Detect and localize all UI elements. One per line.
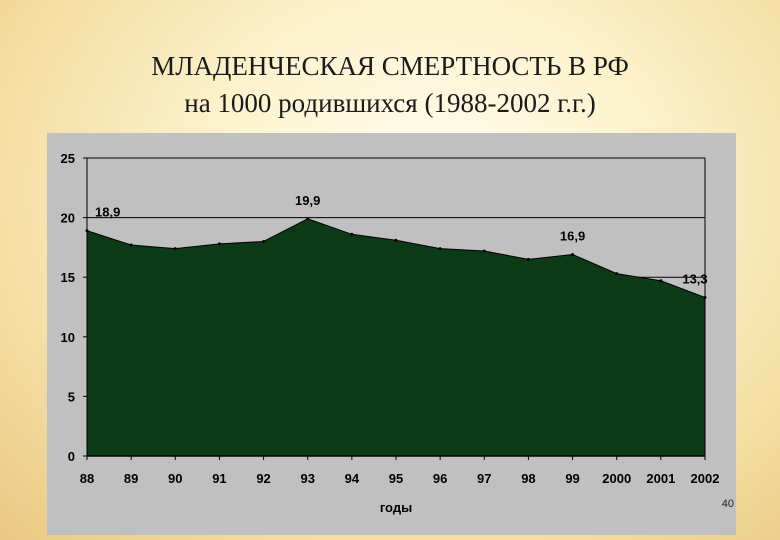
y-tick-label: 25 xyxy=(61,151,75,166)
slide-title: МЛАДЕНЧЕСКАЯ СМЕРТНОСТЬ В РФ на 1000 род… xyxy=(0,48,780,122)
data-point-2000 xyxy=(615,272,619,276)
data-point-95 xyxy=(394,238,398,242)
x-tick-label: 91 xyxy=(212,471,226,486)
data-label: 19,9 xyxy=(295,193,320,208)
data-point-94 xyxy=(350,232,354,236)
data-point-89 xyxy=(129,243,133,247)
y-tick-label: 10 xyxy=(61,330,75,345)
y-tick-label: 0 xyxy=(68,449,75,464)
y-tick-label: 20 xyxy=(61,211,75,226)
slide-title-line1: МЛАДЕНЧЕСКАЯ СМЕРТНОСТЬ В РФ xyxy=(151,51,629,81)
x-tick-label: 88 xyxy=(80,471,94,486)
x-tick-label: 89 xyxy=(124,471,138,486)
data-point-93 xyxy=(306,217,310,221)
area-chart: 0 5 10 15 20 25 88 89 90 91 92 93 94 95 96 97 98 99 2000 20… xyxy=(61,151,720,515)
x-tick-label: 2001 xyxy=(646,471,675,486)
x-tick-label: 95 xyxy=(389,471,403,486)
data-point-96 xyxy=(438,247,442,251)
x-tick-label: 90 xyxy=(168,471,182,486)
data-point-2001 xyxy=(659,279,663,283)
area-series xyxy=(86,218,706,457)
data-point-92 xyxy=(262,239,266,243)
x-tick-label: 98 xyxy=(521,471,535,486)
x-tick-label: 96 xyxy=(433,471,447,486)
x-tick-label: 97 xyxy=(477,471,491,486)
x-tick-label: 99 xyxy=(565,471,579,486)
data-label: 16,9 xyxy=(560,229,585,244)
data-label: 18,9 xyxy=(95,205,120,220)
data-point-90 xyxy=(173,247,177,251)
y-tick-label: 5 xyxy=(68,389,75,404)
data-point-98 xyxy=(526,257,530,261)
x-tick-label: 2002 xyxy=(691,471,720,486)
data-point-99 xyxy=(571,253,575,257)
data-label: 13,3 xyxy=(682,271,707,286)
slide-title-line2: на 1000 родившихся (1988-2002 г.г.) xyxy=(184,88,596,118)
x-tick-label: 94 xyxy=(345,471,360,486)
x-tick-label: 2000 xyxy=(602,471,631,486)
x-tick-label: 93 xyxy=(300,471,314,486)
data-point-91 xyxy=(217,242,221,246)
y-tick-label: 15 xyxy=(61,270,75,285)
x-axis-title: годы xyxy=(380,500,412,515)
page-number: 40 xyxy=(721,498,734,510)
data-point-97 xyxy=(482,249,486,253)
chart-panel: 0 5 10 15 20 25 88 89 90 91 92 93 94 95 96 97 98 99 2000 20… xyxy=(47,133,736,535)
x-tick-label: 92 xyxy=(256,471,270,486)
